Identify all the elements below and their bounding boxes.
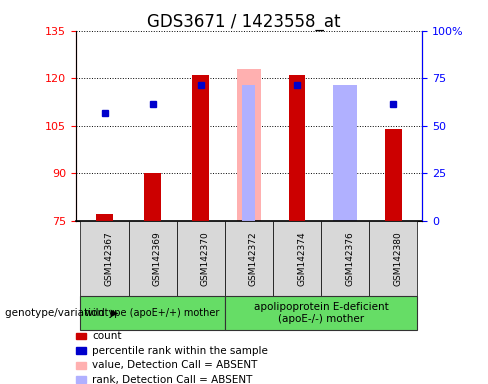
Text: GSM142370: GSM142370 (201, 231, 210, 286)
Bar (96, 214, 113, 221)
Text: GSM142369: GSM142369 (153, 231, 162, 286)
Text: rank, Detection Call = ABSENT: rank, Detection Call = ABSENT (92, 375, 253, 384)
Bar (237, 69, 261, 221)
Bar (192, 75, 209, 221)
Bar (385, 129, 402, 221)
Text: GSM142367: GSM142367 (104, 231, 114, 286)
Text: wildtype (apoE+/+) mother: wildtype (apoE+/+) mother (85, 308, 220, 318)
Bar (242, 84, 256, 221)
Text: count: count (92, 331, 122, 341)
Text: genotype/variation  ▶: genotype/variation ▶ (5, 308, 119, 318)
Text: GSM142380: GSM142380 (393, 231, 402, 286)
Bar (288, 75, 305, 221)
Text: GDS3671 / 1423558_at: GDS3671 / 1423558_at (147, 13, 341, 31)
Text: apolipoprotein E-deficient
(apoE-/-) mother: apolipoprotein E-deficient (apoE-/-) mot… (254, 302, 388, 324)
Bar (144, 173, 161, 221)
Text: value, Detection Call = ABSENT: value, Detection Call = ABSENT (92, 360, 258, 370)
Text: percentile rank within the sample: percentile rank within the sample (92, 346, 268, 356)
Bar (333, 84, 357, 221)
Text: GSM142376: GSM142376 (345, 231, 354, 286)
Text: GSM142372: GSM142372 (249, 231, 258, 286)
Text: GSM142374: GSM142374 (297, 231, 306, 286)
